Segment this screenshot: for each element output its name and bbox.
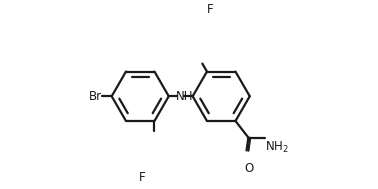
Text: F: F xyxy=(139,171,146,184)
Text: F: F xyxy=(207,3,214,16)
Text: Br: Br xyxy=(89,90,102,103)
Text: NH: NH xyxy=(176,90,193,103)
Text: NH$_2$: NH$_2$ xyxy=(265,140,288,155)
Text: O: O xyxy=(244,162,253,175)
